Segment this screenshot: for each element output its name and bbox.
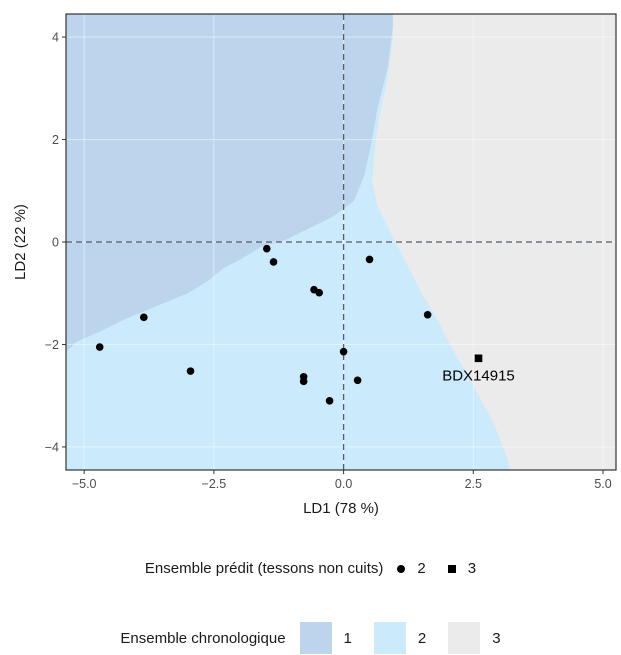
legend-predicted-label-3: 3 [467, 560, 477, 577]
legend-predicted-label-2: 2 [417, 560, 426, 577]
x-axis-title: LD1 (78 %) [303, 500, 379, 517]
data-point [299, 377, 308, 386]
data-point [140, 313, 148, 322]
circle-marker-icon [397, 564, 406, 573]
data-point [186, 367, 195, 375]
legend-chrono-label-1: 1 [343, 629, 352, 647]
x-tick-label: 5.0 [594, 477, 611, 491]
data-point [269, 258, 278, 266]
x-tick-label: −5.0 [72, 477, 97, 491]
legend-chrono-item-1: 1 [299, 622, 352, 654]
x-tick-label: 0.0 [335, 477, 352, 491]
legend-chrono-swatch-2 [373, 622, 406, 654]
data-point [325, 397, 334, 405]
legend-predicted-item-3: 3 [447, 560, 477, 577]
y-tick-label: 0 [52, 236, 59, 250]
legend-chrono-label-3: 3 [492, 629, 501, 647]
plot-area: BDX14915 −5.0 −2.5 0.0 2.5 5.0 −4 −2 0 2 4 LD1 (78 … [12, 13, 617, 517]
data-point [353, 376, 362, 385]
data-point-square [474, 354, 483, 363]
legend-chrono-label-2: 2 [417, 629, 427, 647]
data-point [423, 310, 432, 319]
legend-predicted-item-2: 2 [397, 560, 426, 577]
legend-chrono-swatch-1 [299, 622, 332, 654]
region-1 [66, 14, 393, 353]
region-3 [372, 14, 616, 470]
legend-chrono-swatch-3 [448, 622, 481, 654]
x-tick-label: −2.5 [202, 477, 227, 491]
data-point [263, 244, 271, 253]
legend-chrono-item-2: 2 [373, 622, 427, 654]
point-label: BDX14915 [442, 367, 515, 384]
legend-predicted: Ensemble prédit (tessons non cuits) 2 3 [0, 560, 621, 577]
y-tick-label: 4 [52, 31, 59, 45]
y-tick-label: 2 [52, 133, 59, 147]
legend-chrono: Ensemble chronologique 1 2 3 [0, 622, 621, 654]
legend-chrono-item-3: 3 [448, 622, 501, 654]
y-tick-label: −4 [45, 440, 59, 454]
x-tick-label: 2.5 [465, 477, 482, 491]
data-point [315, 288, 324, 297]
legend-chrono-title: Ensemble chronologique [120, 629, 286, 647]
legend-predicted-title: Ensemble prédit (tessons non cuits) [144, 560, 384, 577]
data-point [339, 347, 348, 356]
y-tick-label: −2 [45, 338, 59, 352]
data-point [95, 343, 104, 351]
square-marker-icon [447, 564, 456, 573]
data-point [365, 255, 374, 264]
y-axis-title: LD2 (22 %) [12, 204, 29, 280]
